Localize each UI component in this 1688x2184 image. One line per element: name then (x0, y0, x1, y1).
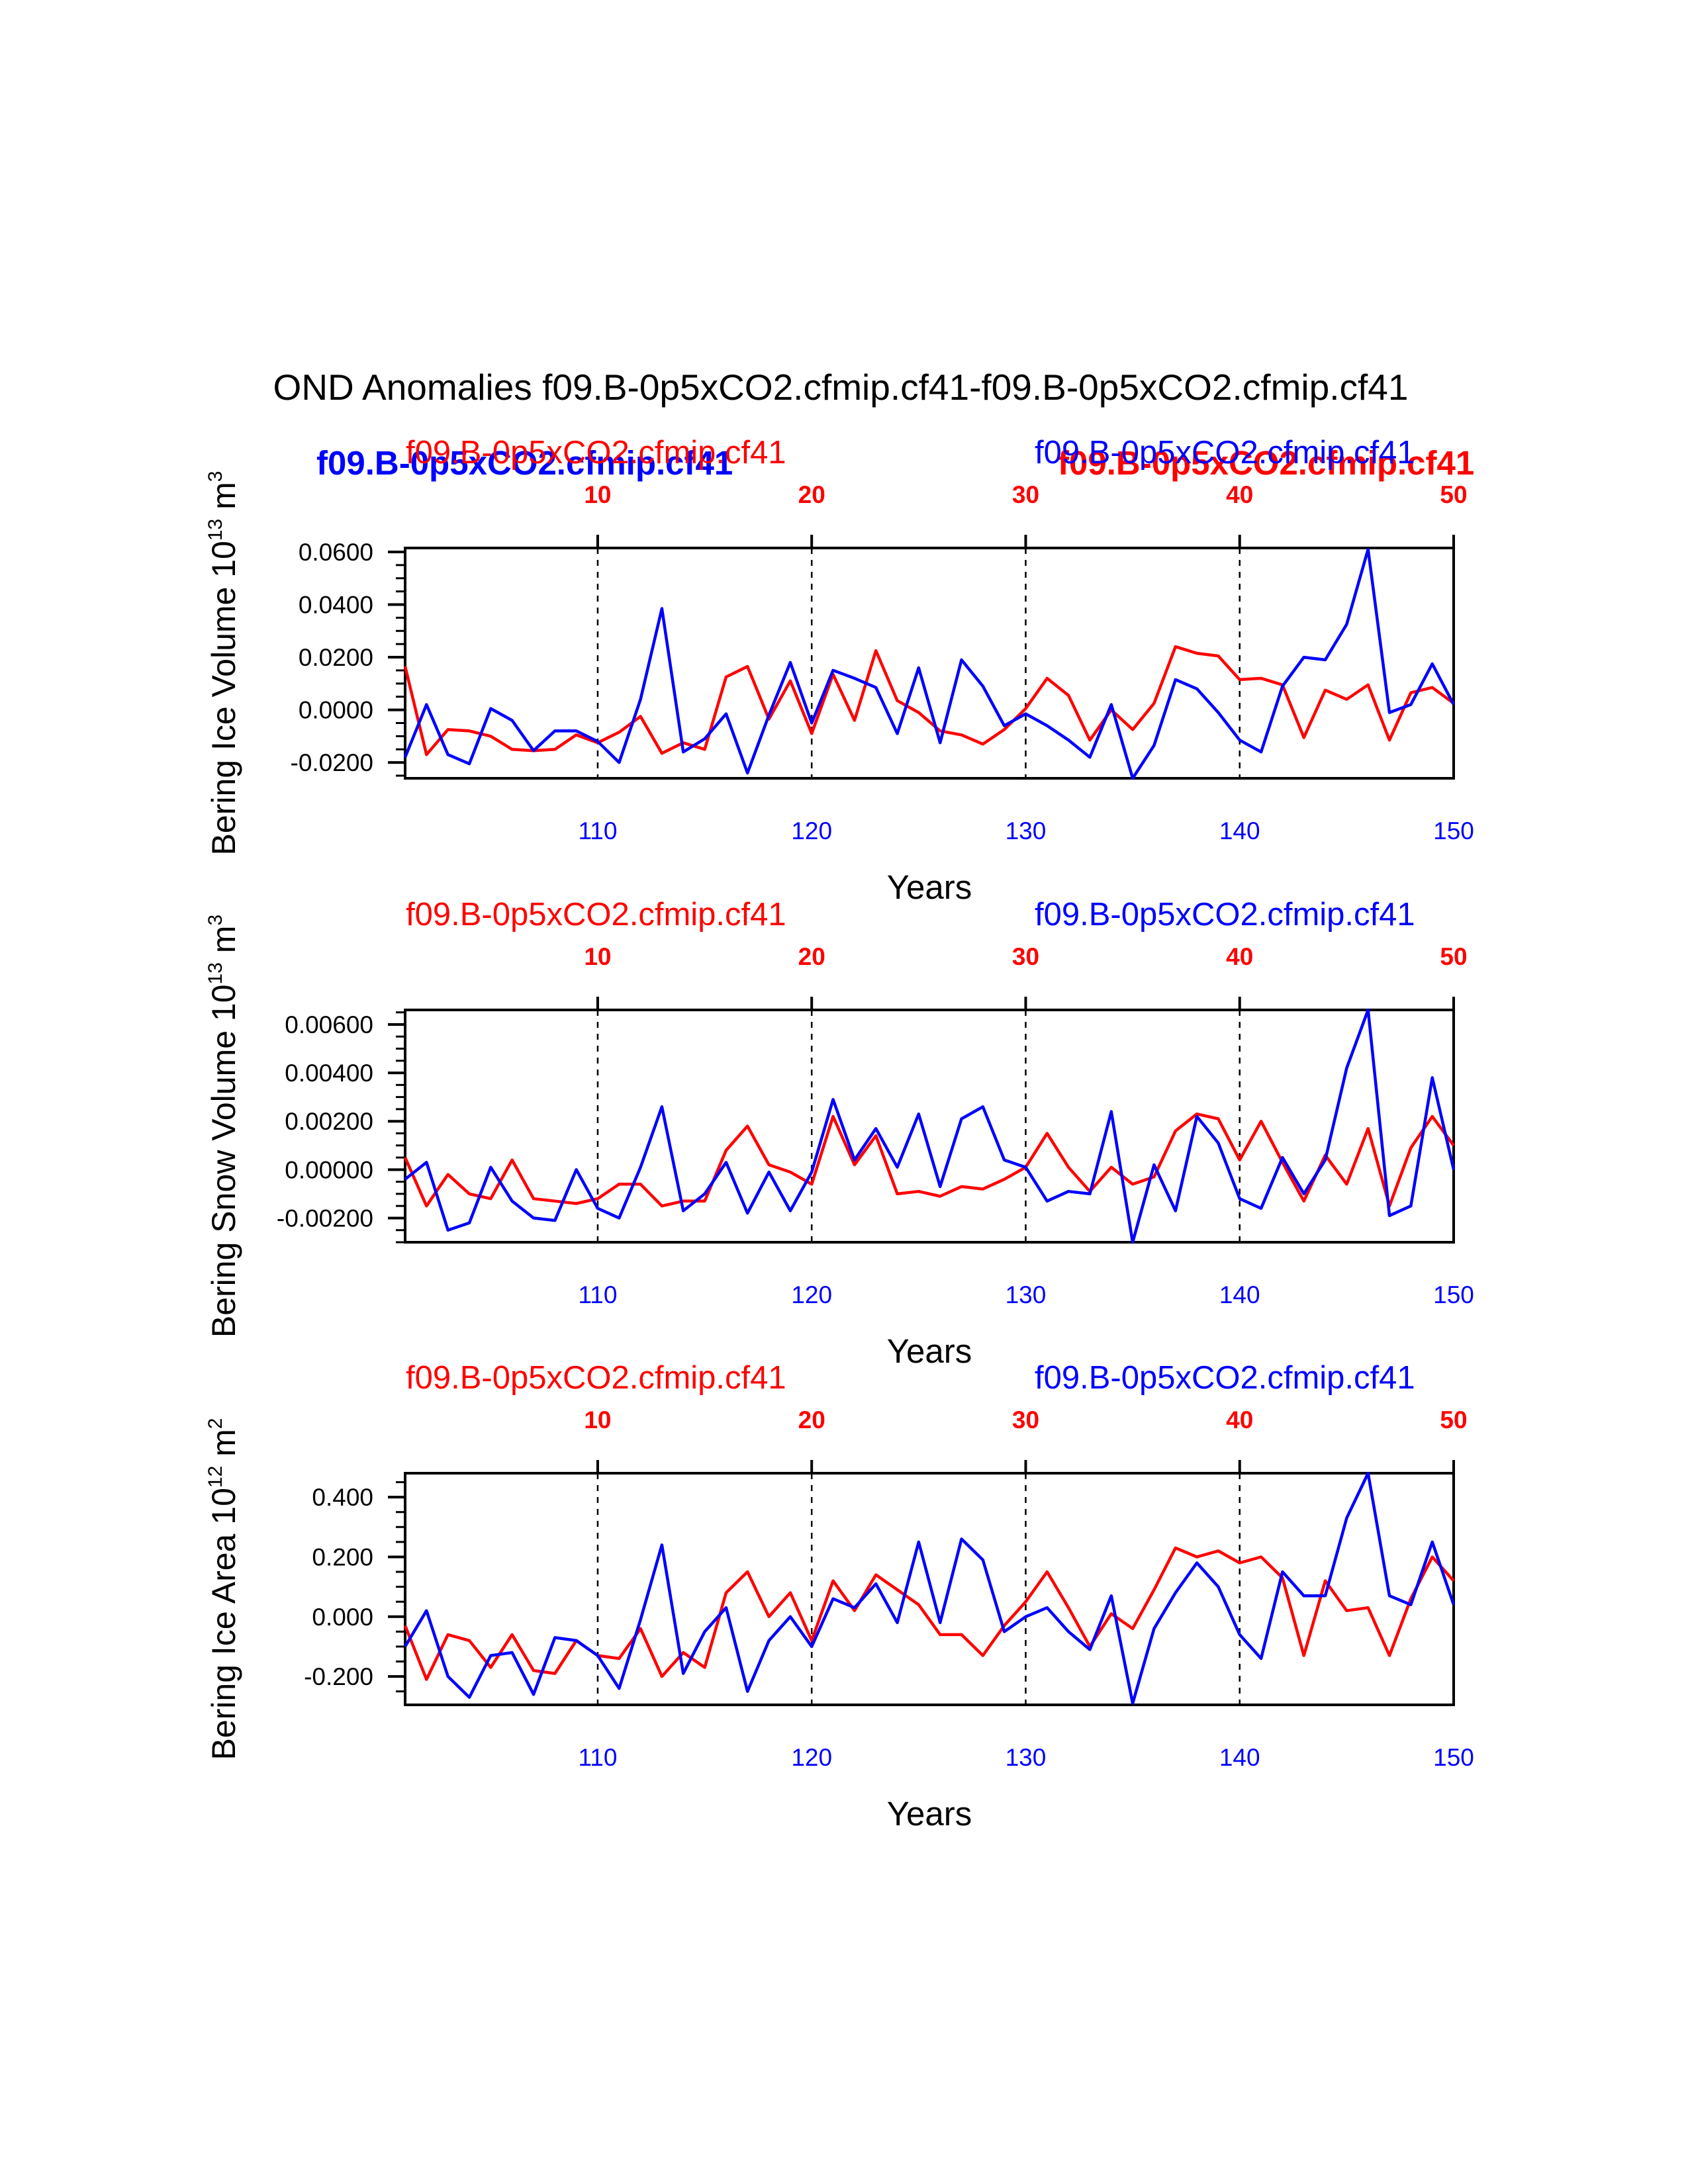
panel-2-x-axis-title: Years (887, 1332, 972, 1370)
panel-3-series-label-blue: f09.B-0p5xCO2.cfmip.cf41 (1035, 1360, 1415, 1396)
panel-1-top-tick-label: 30 (1012, 481, 1039, 508)
panel-2-top-tick-label: 10 (584, 943, 611, 970)
panel-2-series-line-red (403, 1112, 1455, 1208)
panel-3-y-axis-title: Bering Ice Area 1012 m2 (205, 1418, 242, 1760)
panel-3-top-tick-label: 50 (1440, 1406, 1467, 1433)
panel-2-series-line-blue (404, 1008, 1456, 1244)
panel-2-y-tick-label: -0.00200 (277, 1205, 373, 1232)
panel-3-top-tick-label: 10 (584, 1406, 611, 1433)
panel-3-series-line-blue (404, 1471, 1456, 1705)
panel-2-top-tick-label: 30 (1012, 943, 1039, 970)
overlay-label-blue: f09.B-0p5xCO2.cfmip.cf41 (316, 444, 733, 482)
panel-1-series-line-blue (403, 547, 1455, 780)
panel-1-bottom-tick-label: 150 (1433, 817, 1474, 844)
panel-1-bottom-tick-label: 120 (791, 817, 832, 844)
panel-1-plot-frame (404, 547, 1455, 780)
panel-2-plot-frame (404, 1009, 1455, 1244)
panel-1-y-tick-label: 0.0000 (299, 697, 373, 724)
panel-3-top-tick-label: 40 (1226, 1406, 1253, 1433)
panel-3-bottom-tick-label: 110 (578, 1744, 617, 1771)
panel-3-plot-frame (404, 1472, 1455, 1706)
panel-2-y-tick-label: 0.00200 (285, 1108, 373, 1135)
panel-3-bottom-tick-label: 130 (1006, 1744, 1047, 1771)
panel-2-bottom-tick-label: 120 (791, 1281, 832, 1308)
panel-3-y-tick-label: 0.200 (312, 1543, 373, 1570)
panel-1-y-axis-title: Bering Ice Volume 1013 m3 (205, 471, 242, 856)
panel-1-series-label-red: f09.B-0p5xCO2.cfmip.cf41 (406, 435, 786, 471)
panel-2-bottom-tick-label: 130 (1006, 1281, 1047, 1308)
panel-3-top-tick-label: 30 (1012, 1406, 1039, 1433)
panel-3-y-tick-label: 0.000 (312, 1604, 373, 1631)
panel-3-bottom-tick-label: 140 (1219, 1744, 1260, 1771)
panel-2-y-axis-title: Bering Snow Volume 1013 m3 (205, 915, 242, 1338)
panel-1-top-tick-label: 40 (1226, 481, 1253, 508)
panel-3-bottom-tick-label: 120 (791, 1744, 832, 1771)
panel-2-bottom-tick-label: 150 (1433, 1281, 1474, 1308)
panel-2-top-tick-label: 20 (798, 943, 825, 970)
panel-1-x-axis-title: Years (887, 868, 972, 906)
chart-panel-1: 10 20 30 40 50 110 120 130 140 150 0.0600 0.0400 0.0… (205, 435, 1474, 906)
panel-1-bottom-tick-label: 130 (1006, 817, 1047, 844)
panel-1-bottom-tick-label: 140 (1219, 817, 1260, 844)
panel-3-series-label-red: f09.B-0p5xCO2.cfmip.cf41 (406, 1360, 786, 1396)
panel-1-y-tick-label: -0.0200 (291, 749, 374, 776)
panel-1-top-tick-label: 50 (1440, 481, 1467, 508)
panel-2-y-tick-label: 0.00000 (285, 1156, 373, 1183)
overlay-label-red: f09.B-0p5xCO2.cfmip.cf41 (1058, 444, 1474, 482)
panel-1-bottom-tick-label: 110 (578, 817, 617, 844)
panel-1-top-tick-label: 10 (584, 481, 611, 508)
page-title: OND Anomalies f09.B-0p5xCO2.cfmip.cf41-f… (273, 367, 1409, 408)
panel-2-y-tick-label: 0.00600 (285, 1011, 373, 1038)
panel-2-series-label-red: f09.B-0p5xCO2.cfmip.cf41 (406, 897, 786, 933)
panel-1-series-line-red (403, 645, 1455, 756)
panel-2-bottom-tick-label: 140 (1219, 1281, 1260, 1308)
panel-2-bottom-tick-label: 110 (578, 1281, 617, 1308)
panel-1-series-label-blue: f09.B-0p5xCO2.cfmip.cf41 (1035, 435, 1415, 471)
panel-1-y-tick-label: 0.0200 (299, 644, 373, 671)
panel-1-y-tick-label: 0.0400 (299, 592, 373, 619)
chart-panel-2: 10 20 30 40 50 110 120 130 140 150 0.00600 0.00400 0… (205, 897, 1474, 1370)
panel-2-y-tick-label: 0.00400 (285, 1060, 373, 1087)
panel-2-top-tick-label: 40 (1226, 943, 1253, 970)
panel-3-x-axis-title: Years (887, 1795, 972, 1833)
panel-3-top-tick-label: 20 (798, 1406, 825, 1433)
panel-3-y-tick-label: 0.400 (312, 1484, 373, 1511)
panel-1-y-tick-label: 0.0600 (299, 539, 373, 566)
panel-1-top-tick-label: 20 (798, 481, 825, 508)
panel-2-top-tick-label: 50 (1440, 943, 1467, 970)
panel-2-series-label-blue: f09.B-0p5xCO2.cfmip.cf41 (1035, 897, 1415, 933)
panel-3-y-tick-label: -0.200 (304, 1663, 373, 1690)
panel-3-bottom-tick-label: 150 (1433, 1744, 1474, 1771)
chart-panel-3: 10 20 30 40 50 110 120 130 140 150 0.400 0.200 0.000… (205, 1360, 1474, 1833)
